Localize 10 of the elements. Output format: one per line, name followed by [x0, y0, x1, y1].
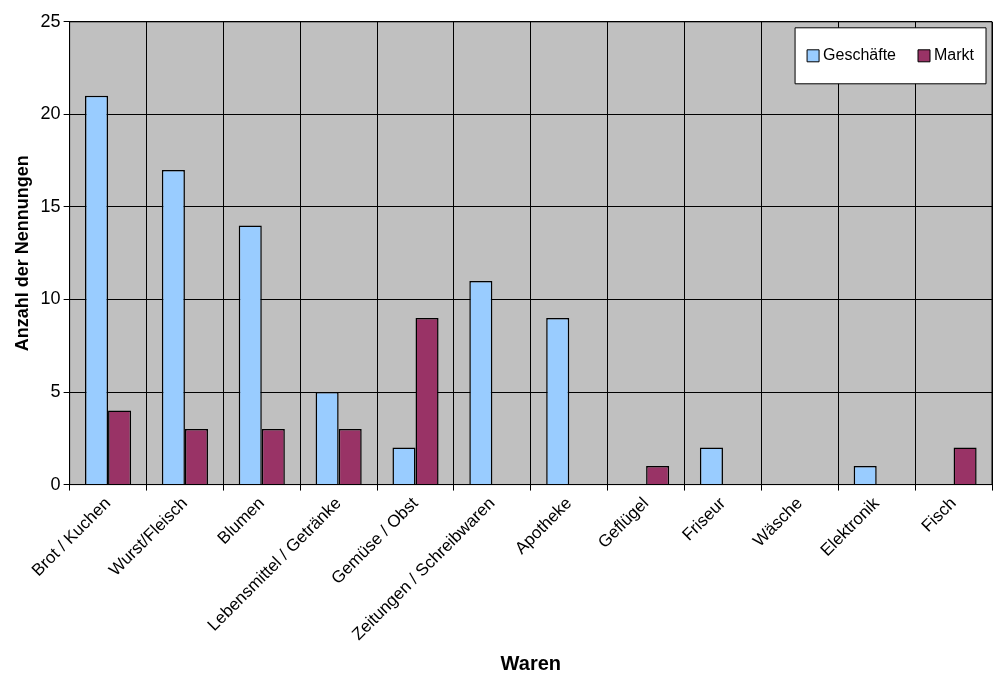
y-tick-label: 25	[40, 10, 61, 31]
x-axis-title: Waren	[500, 651, 562, 674]
y-tick-label: 15	[40, 195, 61, 216]
y-tick-label: 5	[50, 381, 61, 401]
y-tick-label: 0	[50, 473, 61, 494]
legend-label: Markt	[934, 46, 975, 64]
y-tick-label: 10	[40, 288, 61, 309]
y-axis-title: Anzahl der Nennungen	[11, 155, 32, 352]
y-tick-label: 20	[40, 103, 61, 124]
legend-label: Geschäfte	[823, 46, 897, 64]
